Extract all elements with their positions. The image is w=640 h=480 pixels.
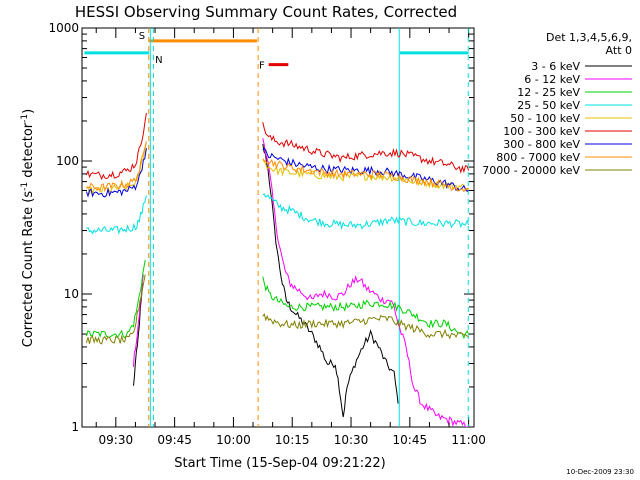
series-line (262, 193, 470, 231)
y-label-part-2: detector (21, 122, 36, 182)
series-line (86, 141, 147, 193)
legend-entry-label: 3 - 6 keV (531, 60, 580, 73)
y-label-part-3: ) (21, 109, 36, 114)
series-lines (85, 112, 470, 427)
state-bar-label: N (155, 55, 162, 66)
state-bar-label: S (139, 31, 145, 42)
chart-title: HESSI Observing Summary Count Rates, Cor… (75, 3, 457, 21)
series-line (85, 259, 146, 339)
legend-entry-label: 800 - 7000 keV (496, 151, 580, 164)
series-line (262, 143, 399, 418)
y-axis: 1 10 100 1000 (48, 21, 474, 434)
series-line (133, 274, 144, 367)
y-label-sup-2: -1 (20, 114, 30, 123)
y-axis-label: Corrected Count Rate (s-1 detector-1) (20, 109, 36, 347)
series-line (262, 276, 470, 340)
legend-entry-label: 12 - 25 keV (517, 86, 580, 99)
series-line (262, 313, 469, 340)
series-line (86, 141, 147, 196)
x-tick-label: 09:45 (157, 433, 192, 447)
series-line (262, 160, 470, 192)
series-line (85, 274, 146, 345)
legend-entry-label: 300 - 800 keV (503, 138, 580, 151)
y-tick-label: 10 (64, 287, 79, 301)
plot-frame (81, 27, 475, 428)
event-lines (148, 28, 469, 427)
series-line (85, 112, 147, 181)
y-tick-label: 100 (56, 154, 79, 168)
series-line (85, 148, 147, 198)
legend-title-line-1: Det 1,3,4,5,6,9, (546, 31, 632, 44)
y-tick-label: 1 (71, 420, 79, 434)
x-tick-label: 10:00 (216, 433, 251, 447)
x-tick-label: 10:45 (393, 433, 428, 447)
legend-entry-label: 50 - 100 keV (510, 112, 580, 125)
series-line (262, 138, 469, 427)
series-line (262, 158, 469, 193)
legend-entry-label: 7000 - 20000 keV (482, 164, 580, 177)
x-axis-label: Start Time (15-Sep-04 09:21:22) (174, 456, 385, 471)
x-tick-label: 10:15 (275, 433, 310, 447)
y-label-part-1: Corrected Count Rate (s (21, 191, 36, 348)
legend-entry-label: 25 - 50 keV (517, 99, 580, 112)
series-line (86, 195, 147, 235)
y-tick-label: 1000 (48, 21, 79, 35)
legend-entry-label: 100 - 300 keV (503, 125, 580, 138)
footer-timestamp: 10-Dec-2009 23:30 (566, 468, 634, 476)
y-label-sup-1: -1 (20, 182, 30, 191)
x-tick-label: 11:00 (451, 433, 486, 447)
x-axis: 09:30 09:45 10:00 10:15 10:30 10:45 11:00 (95, 28, 486, 447)
state-bars: S N F (84, 31, 469, 72)
state-bar-label: F (259, 61, 265, 72)
series-line (262, 122, 470, 174)
x-tick-label: 10:30 (334, 433, 369, 447)
legend-title-line-2: Att 0 (606, 44, 632, 57)
legend-entry-label: 6 - 12 keV (524, 73, 580, 86)
x-tick-label: 09:30 (99, 433, 134, 447)
